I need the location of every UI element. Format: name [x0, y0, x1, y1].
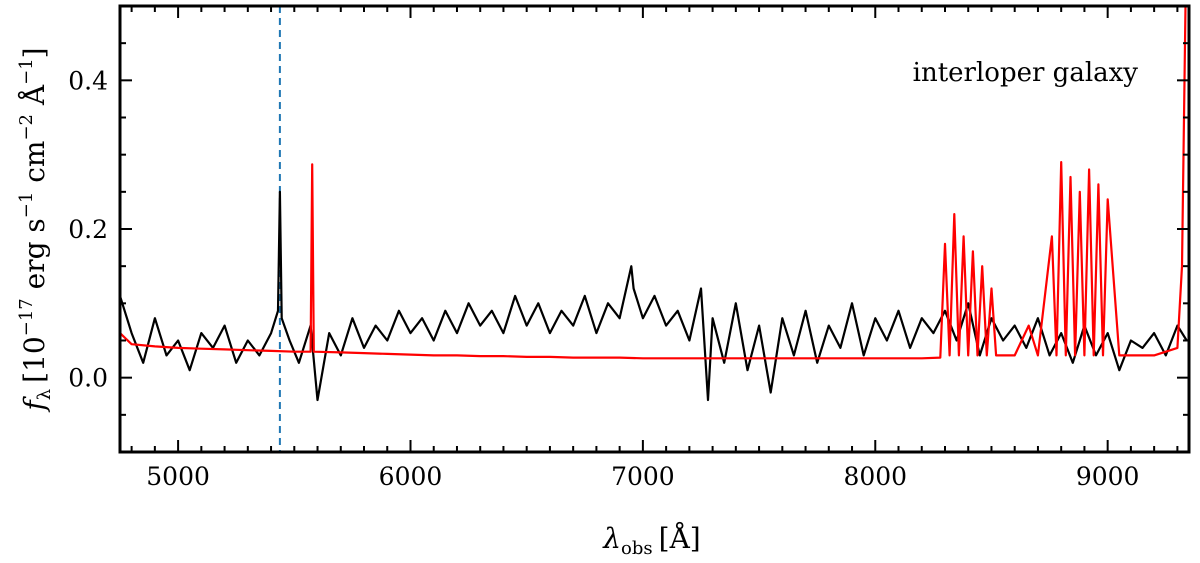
y-axis-subscript: λ [34, 389, 55, 400]
x-axis-label: λobs [Å] [602, 522, 700, 559]
y-tick-label: 0.2 [68, 215, 108, 244]
y-axis-exp4: −1 [16, 58, 37, 85]
series-layer [120, 6, 1189, 452]
x-axis-subscript: obs [621, 538, 653, 559]
y-tick-label: 0.4 [68, 66, 108, 95]
x-tick-label: 6000 [379, 462, 443, 491]
x-tick-label: 8000 [843, 462, 907, 491]
x-tick-label: 9000 [1076, 462, 1140, 491]
y-axis-exp2: −1 [16, 192, 37, 219]
y-tick-label: 0.0 [68, 364, 108, 393]
y-axis-erg: erg s [18, 218, 51, 298]
x-axis-unit: [Å] [659, 522, 701, 555]
x-tick-label: 5000 [146, 462, 210, 491]
y-axis-cm: cm [18, 141, 51, 192]
series-line-1 [120, 190, 1188, 402]
y-axis-ang: Å [18, 84, 51, 114]
x-tick-label: 7000 [611, 462, 675, 491]
plot-frame [118, 4, 1191, 454]
y-axis-exp3: −2 [16, 114, 37, 141]
annotation-label: interloper galaxy [913, 58, 1139, 88]
y-axis-exp1: −17 [16, 298, 37, 336]
y-axis-label: fλ[10−17 erg s−1 cm−2 Å−1] [16, 47, 55, 412]
x-axis-symbol: λ [602, 522, 621, 555]
tick-layer: 5000 6000 7000 8000 9000 0.0 0.2 0.4 [68, 5, 1189, 491]
y-axis-unit-close: ] [18, 47, 51, 58]
y-axis-unit-open: [10 [18, 336, 51, 383]
series-line-2 [120, 6, 1189, 360]
